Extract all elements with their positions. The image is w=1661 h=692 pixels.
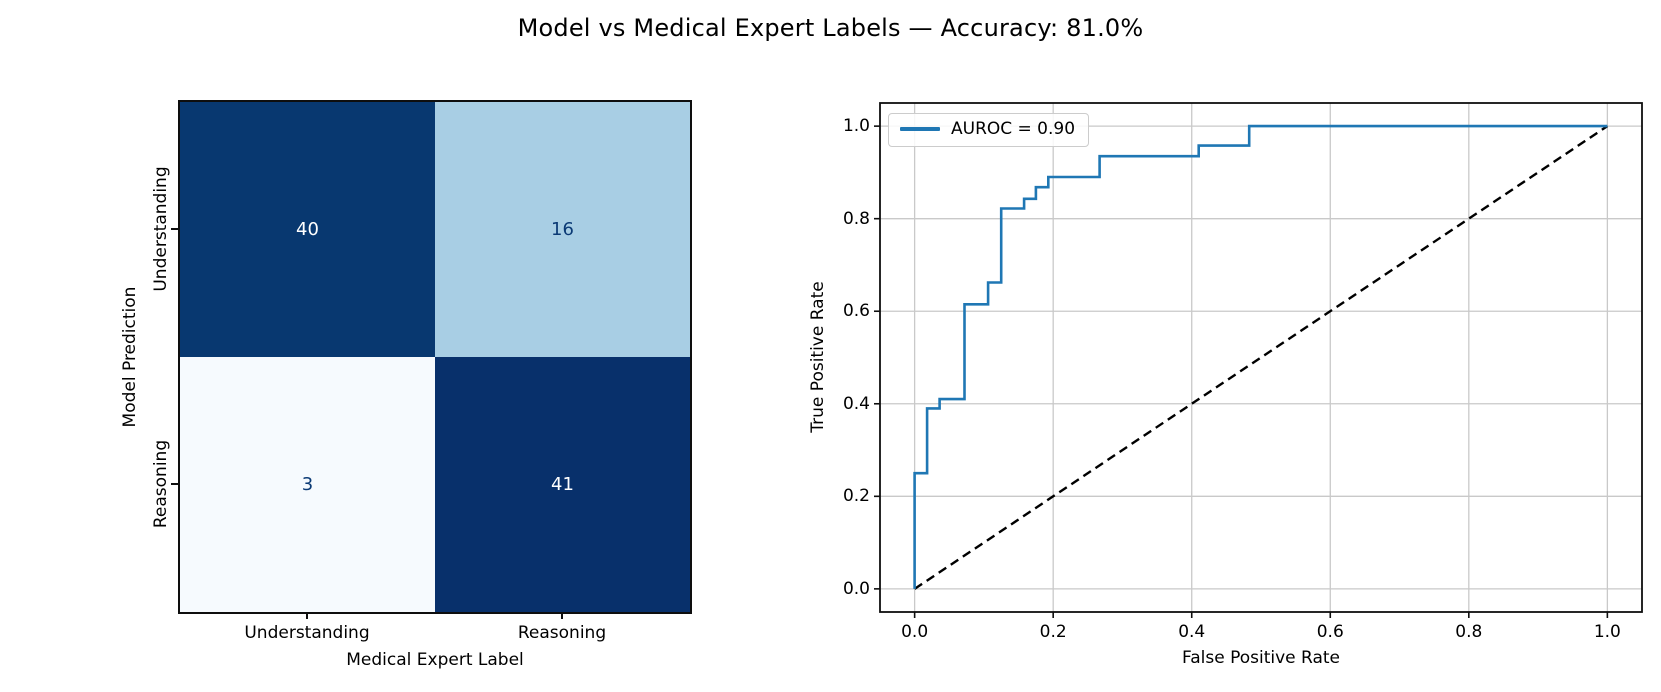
cm-cell-reasoning-reasoning: 41 bbox=[435, 357, 690, 612]
roc-x-tick-label: 0.8 bbox=[1455, 622, 1483, 642]
cm-x-tick bbox=[561, 612, 563, 619]
roc-x-tick-label: 0.0 bbox=[901, 622, 929, 642]
cm-x-tick bbox=[306, 612, 308, 619]
cm-col-label-understanding: Understanding bbox=[244, 623, 370, 643]
legend-label: AUROC = 0.90 bbox=[951, 119, 1076, 139]
roc-plot bbox=[874, 102, 1643, 618]
roc-y-tick-label: 1.0 bbox=[842, 116, 870, 137]
cm-cell-understanding-understanding: 40 bbox=[180, 102, 435, 357]
confusion-matrix-grid: 40 16 3 41 bbox=[180, 102, 690, 612]
roc-curve-line bbox=[913, 124, 1608, 589]
chance-diagonal-line bbox=[913, 125, 1609, 590]
cm-col-label-reasoning: Reasoning bbox=[517, 623, 607, 643]
cm-ylabel: Model Prediction bbox=[120, 286, 140, 428]
cm-cell-reasoning-understanding: 3 bbox=[180, 357, 435, 612]
cm-xlabel: Medical Expert Label bbox=[346, 650, 524, 670]
roc-y-tick-label: 0.6 bbox=[842, 301, 870, 322]
roc-x-tick-label: 0.6 bbox=[1316, 622, 1344, 642]
roc-y-tick-label: 0.4 bbox=[842, 393, 870, 414]
roc-legend: AUROC = 0.90 bbox=[888, 113, 1090, 147]
roc-x-tick-label: 0.4 bbox=[1178, 622, 1206, 642]
legend-line-sample bbox=[900, 127, 940, 131]
roc-y-tick-label: 0.2 bbox=[842, 486, 870, 507]
roc-y-tick-label: 0.0 bbox=[842, 578, 870, 599]
figure-title: Model vs Medical Expert Labels — Accurac… bbox=[517, 14, 1144, 42]
roc-xlabel: False Positive Rate bbox=[1182, 648, 1340, 668]
roc-y-tick-label: 0.8 bbox=[842, 208, 870, 229]
roc-x-tick-label: 0.2 bbox=[1039, 622, 1067, 642]
confusion-matrix-panel: 40 16 3 41 bbox=[178, 100, 692, 614]
cm-y-tick bbox=[171, 228, 178, 230]
cm-y-tick bbox=[171, 483, 178, 485]
roc-axes-frame bbox=[879, 102, 1643, 613]
roc-x-tick-label: 1.0 bbox=[1593, 622, 1621, 642]
cm-row-label-reasoning: Reasoning bbox=[151, 439, 171, 529]
cm-cell-understanding-reasoning: 16 bbox=[435, 102, 690, 357]
cm-row-label-understanding: Understanding bbox=[151, 166, 171, 292]
